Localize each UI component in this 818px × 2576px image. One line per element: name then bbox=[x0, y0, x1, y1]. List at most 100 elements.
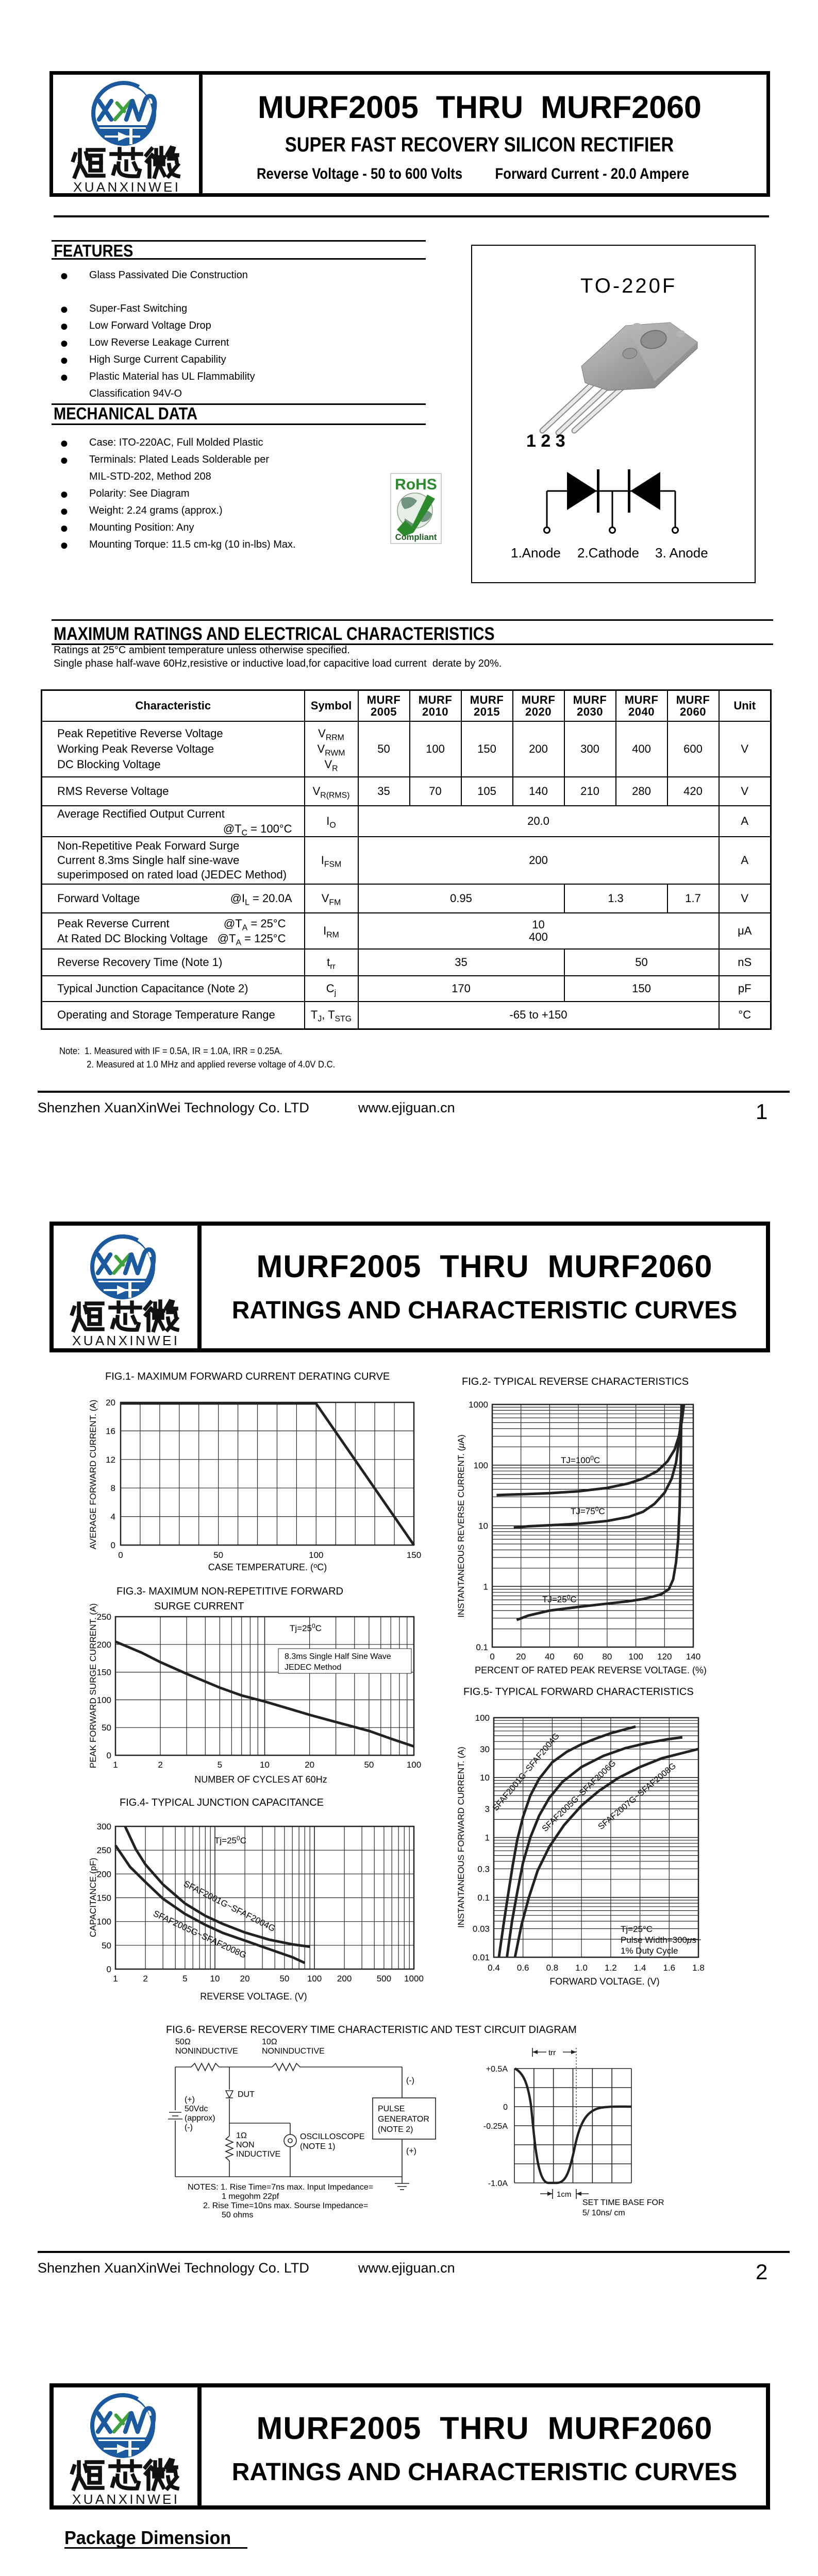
svg-text:Tj=250C: Tj=250C bbox=[290, 1622, 322, 1633]
svg-text:1cm: 1cm bbox=[557, 2190, 571, 2199]
svg-text:8.3ms Single Half Sine Wave: 8.3ms Single Half Sine Wave bbox=[285, 1652, 391, 1661]
svg-text:150: 150 bbox=[407, 1550, 421, 1560]
svg-text:(+): (+) bbox=[185, 2095, 195, 2104]
svg-text:0.6: 0.6 bbox=[517, 1963, 529, 1973]
svg-text:80: 80 bbox=[602, 1652, 612, 1662]
svg-text:PULSE: PULSE bbox=[378, 2105, 405, 2113]
svg-text:INSTANTANEOUS FORWARD CURRENT.: INSTANTANEOUS FORWARD CURRENT. (A) bbox=[456, 1747, 466, 1928]
svg-text:CASE TEMPERATURE. (oC): CASE TEMPERATURE. (oC) bbox=[208, 1562, 327, 1572]
svg-text:INDUCTIVE: INDUCTIVE bbox=[236, 2150, 280, 2159]
svg-text:10: 10 bbox=[480, 1773, 490, 1783]
svg-text:(NOTE 1): (NOTE 1) bbox=[300, 2142, 335, 2151]
svg-text:(approx): (approx) bbox=[185, 2114, 215, 2123]
svg-text:140: 140 bbox=[686, 1652, 700, 1662]
svg-text:200: 200 bbox=[97, 1869, 111, 1879]
svg-text:0.01: 0.01 bbox=[473, 1953, 490, 1962]
svg-text:NONINDUCTIVE: NONINDUCTIVE bbox=[262, 2047, 325, 2056]
svg-text:5: 5 bbox=[182, 1974, 187, 1984]
svg-text:2: 2 bbox=[158, 1760, 162, 1770]
svg-text:trr: trr bbox=[548, 2048, 556, 2057]
svg-text:SFAF2001G~SFAF2004G: SFAF2001G~SFAF2004G bbox=[491, 1732, 561, 1813]
svg-text:0.1: 0.1 bbox=[477, 1893, 490, 1903]
svg-text:50: 50 bbox=[102, 1941, 111, 1951]
svg-text:16: 16 bbox=[106, 1426, 115, 1436]
svg-text:0: 0 bbox=[490, 1652, 494, 1662]
svg-text:TJ=1000C: TJ=1000C bbox=[561, 1454, 600, 1465]
svg-text:50: 50 bbox=[364, 1760, 374, 1770]
svg-text:1.0: 1.0 bbox=[575, 1963, 588, 1973]
svg-text:TJ=750C: TJ=750C bbox=[571, 1505, 605, 1516]
svg-text:4: 4 bbox=[111, 1512, 115, 1522]
svg-text:1 megohm 22pf: 1 megohm 22pf bbox=[222, 2192, 279, 2201]
svg-text:1: 1 bbox=[485, 1833, 490, 1843]
svg-text:-1.0A: -1.0A bbox=[488, 2179, 508, 2188]
svg-text:Tj=25°C: Tj=25°C bbox=[621, 1924, 653, 1934]
svg-text:(-): (-) bbox=[185, 2123, 193, 2132]
svg-text:0: 0 bbox=[107, 1964, 111, 1974]
svg-text:100: 100 bbox=[628, 1652, 643, 1662]
svg-text:200: 200 bbox=[97, 1640, 111, 1650]
svg-text:1Ω: 1Ω bbox=[236, 2131, 247, 2140]
svg-text:Pulse Width=300μs: Pulse Width=300μs bbox=[621, 1935, 696, 1945]
svg-text:Tj=250C: Tj=250C bbox=[214, 1835, 246, 1845]
svg-text:10: 10 bbox=[210, 1974, 220, 1984]
svg-text:REVERSE VOLTAGE. (V): REVERSE VOLTAGE. (V) bbox=[200, 1991, 307, 2002]
svg-text:RoHS: RoHS bbox=[395, 476, 437, 493]
svg-text:1000: 1000 bbox=[469, 1400, 488, 1410]
svg-text:SET TIME BASE FOR: SET TIME BASE FOR bbox=[582, 2198, 664, 2207]
svg-text:GENERATOR: GENERATOR bbox=[378, 2115, 429, 2124]
svg-text:100: 100 bbox=[97, 1917, 111, 1927]
svg-text:OSCILLOSCOPE: OSCILLOSCOPE bbox=[300, 2132, 364, 2141]
svg-text:0.03: 0.03 bbox=[473, 1924, 490, 1934]
svg-text:50Vdc: 50Vdc bbox=[185, 2105, 208, 2113]
svg-text:100: 100 bbox=[309, 1550, 323, 1560]
svg-text:-0.25A: -0.25A bbox=[483, 2122, 508, 2131]
svg-text:INSTANTANEOUS REVERSE CURRENT.: INSTANTANEOUS REVERSE CURRENT. (μA) bbox=[456, 1434, 466, 1617]
svg-text:150: 150 bbox=[97, 1668, 111, 1677]
svg-text:100: 100 bbox=[475, 1713, 490, 1723]
svg-text:50: 50 bbox=[102, 1723, 111, 1733]
svg-text:1000: 1000 bbox=[404, 1974, 424, 1984]
svg-text:3: 3 bbox=[485, 1804, 490, 1814]
svg-text:0.8: 0.8 bbox=[546, 1963, 559, 1973]
svg-text:50Ω: 50Ω bbox=[175, 2038, 191, 2046]
svg-text:60: 60 bbox=[574, 1652, 583, 1662]
svg-text:20: 20 bbox=[305, 1760, 314, 1770]
svg-text:12: 12 bbox=[106, 1455, 115, 1465]
svg-text:250: 250 bbox=[97, 1612, 111, 1622]
svg-text:(+): (+) bbox=[406, 2147, 416, 2156]
svg-text:500: 500 bbox=[377, 1974, 391, 1984]
svg-text:(NOTE 2): (NOTE 2) bbox=[378, 2125, 413, 2134]
svg-text:0: 0 bbox=[107, 1751, 111, 1760]
svg-text:0.1: 0.1 bbox=[476, 1642, 488, 1652]
svg-text:100: 100 bbox=[307, 1974, 322, 1984]
svg-text:1.2: 1.2 bbox=[605, 1963, 617, 1973]
svg-text:2: 2 bbox=[143, 1974, 147, 1984]
svg-text:0: 0 bbox=[111, 1540, 115, 1550]
svg-text:NON: NON bbox=[236, 2141, 255, 2149]
svg-text:10: 10 bbox=[260, 1760, 270, 1770]
svg-text:100: 100 bbox=[474, 1461, 488, 1470]
svg-text:30: 30 bbox=[480, 1744, 490, 1754]
svg-text:1: 1 bbox=[483, 1582, 488, 1591]
svg-text:1.6: 1.6 bbox=[663, 1963, 675, 1973]
svg-text:Compliant: Compliant bbox=[395, 533, 437, 542]
svg-text:300: 300 bbox=[97, 1822, 111, 1832]
svg-text:1: 1 bbox=[113, 1974, 118, 1984]
svg-text:TJ=250C: TJ=250C bbox=[542, 1594, 577, 1604]
svg-text:PEAK FORWARD SURGE CURRENT. (A: PEAK FORWARD SURGE CURRENT. (A) bbox=[88, 1603, 98, 1768]
svg-text:0: 0 bbox=[118, 1550, 123, 1560]
svg-text:2. Rise Time=10ns max. Sourse: 2. Rise Time=10ns max. Sourse Impedance= bbox=[203, 2201, 368, 2210]
svg-text:0: 0 bbox=[503, 2103, 508, 2112]
svg-text:8: 8 bbox=[111, 1483, 115, 1493]
svg-text:50: 50 bbox=[213, 1550, 223, 1560]
svg-text:200: 200 bbox=[337, 1974, 352, 1984]
svg-text:150: 150 bbox=[97, 1893, 111, 1903]
svg-text:JEDEC Method: JEDEC Method bbox=[285, 1663, 341, 1672]
svg-text:NUMBER OF CYCLES AT 60Hz: NUMBER OF CYCLES AT 60Hz bbox=[194, 1774, 327, 1785]
svg-text:20: 20 bbox=[240, 1974, 250, 1984]
svg-text:5/ 10ns/ cm: 5/ 10ns/ cm bbox=[582, 2209, 625, 2217]
svg-text:(-): (-) bbox=[406, 2076, 414, 2085]
svg-text:1: 1 bbox=[113, 1760, 118, 1770]
svg-text:PERCENT OF RATED PEAK REVERSE: PERCENT OF RATED PEAK REVERSE VOLTAGE. (… bbox=[475, 1665, 707, 1675]
